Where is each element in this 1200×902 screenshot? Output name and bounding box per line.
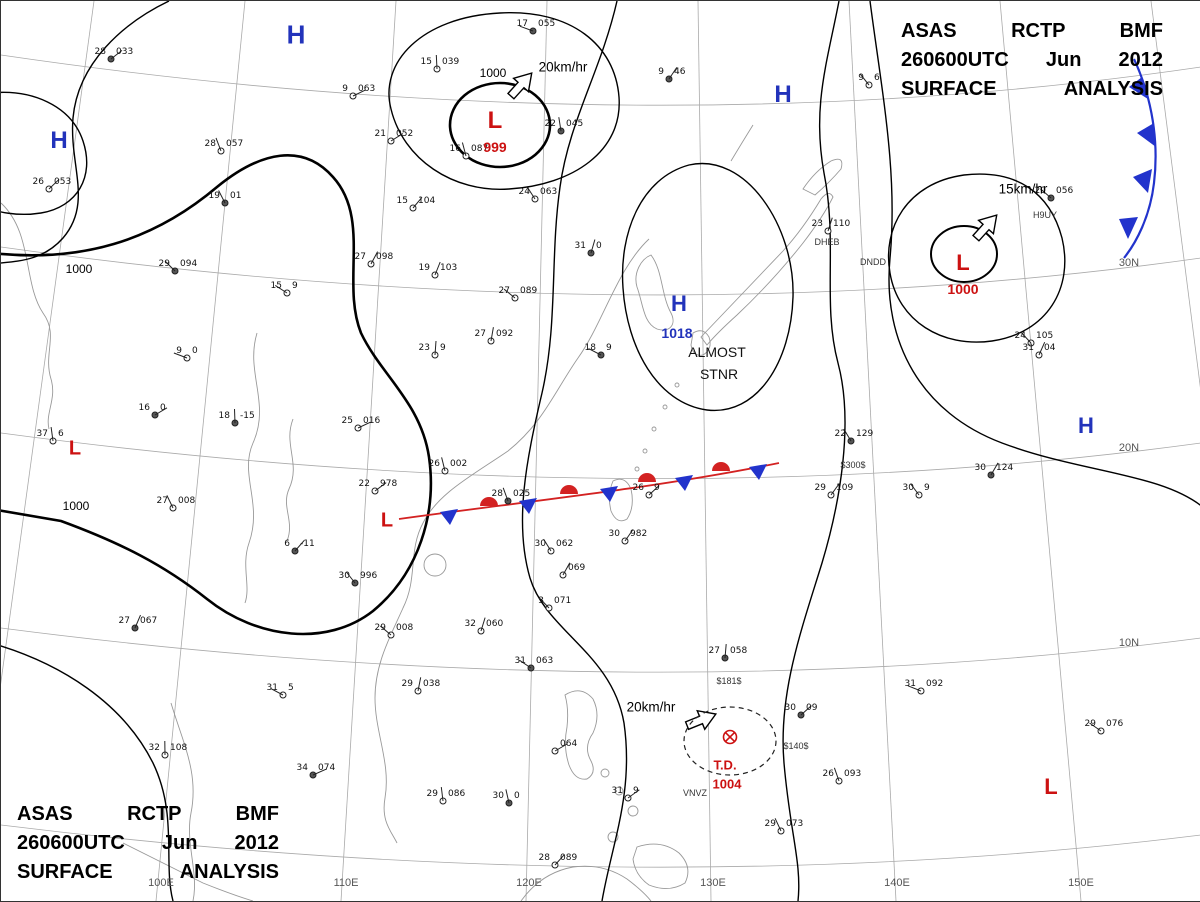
latitude-label: 30N bbox=[1119, 257, 1139, 269]
high-pressure-symbol: H bbox=[50, 127, 67, 155]
station-id-label: $300$ bbox=[840, 460, 865, 470]
low-pressure-value: 1000 bbox=[947, 281, 978, 297]
title-line: ASAS RCTP BMF bbox=[17, 800, 279, 829]
low-pressure-symbol: L bbox=[956, 250, 969, 276]
title-line: 260600UTC Jun 2012 bbox=[17, 829, 279, 858]
longitude-label: 130E bbox=[700, 877, 726, 889]
station-id-label: $181$ bbox=[716, 676, 741, 686]
longitude-label: 150E bbox=[1068, 877, 1094, 889]
longitude-label: 110E bbox=[334, 877, 359, 889]
low-pressure-value: 999 bbox=[483, 139, 506, 155]
isobar-value-label: 1000 bbox=[61, 499, 92, 513]
longitude-label: 100E bbox=[148, 877, 174, 889]
longitude-label: 140E bbox=[884, 877, 910, 889]
low-pressure-symbol: L bbox=[381, 510, 393, 533]
isobar-value-label: 1000 bbox=[64, 262, 95, 276]
high-pressure-symbol: H bbox=[774, 81, 791, 109]
high-pressure-symbol: H bbox=[1078, 413, 1094, 439]
station-id-label: $140$ bbox=[783, 741, 808, 751]
high-status-label: STNR bbox=[700, 366, 738, 382]
title-block-top: ASAS RCTP BMF 260600UTC Jun 2012 SURFACE… bbox=[901, 17, 1163, 104]
isobar-value-label: 1000 bbox=[478, 66, 509, 80]
movement-speed-label: 20km/hr bbox=[627, 700, 676, 715]
station-id-label: VNVZ bbox=[683, 788, 707, 798]
station-id-label: DHEB bbox=[814, 237, 839, 247]
title-line: SURFACE ANALYSIS bbox=[901, 75, 1163, 104]
low-pressure-symbol: L bbox=[1044, 774, 1057, 800]
movement-speed-label: 15km/hr bbox=[999, 182, 1048, 197]
title-line: 260600UTC Jun 2012 bbox=[901, 46, 1163, 75]
low-pressure-symbol: L bbox=[488, 107, 503, 135]
high-pressure-symbol: H bbox=[671, 291, 687, 317]
tropical-depression-label: T.D. bbox=[713, 758, 736, 773]
movement-speed-label: 20km/hr bbox=[539, 60, 588, 75]
tropical-depression-pressure: 1004 bbox=[713, 777, 742, 792]
longitude-label: 120E bbox=[516, 877, 542, 889]
title-block-bottom: ASAS RCTP BMF 260600UTC Jun 2012 SURFACE… bbox=[17, 800, 279, 887]
title-line: ASAS RCTP BMF bbox=[901, 17, 1163, 46]
low-pressure-symbol: L bbox=[69, 438, 81, 461]
station-id-label: H9UY bbox=[1033, 210, 1057, 220]
high-pressure-symbol: H bbox=[287, 20, 306, 51]
high-pressure-value: 1018 bbox=[661, 325, 692, 341]
high-status-label: ALMOST bbox=[688, 344, 746, 360]
latitude-label: 10N bbox=[1119, 637, 1139, 649]
latitude-label: 20N bbox=[1119, 442, 1139, 454]
station-id-label: DNDD bbox=[860, 257, 886, 267]
